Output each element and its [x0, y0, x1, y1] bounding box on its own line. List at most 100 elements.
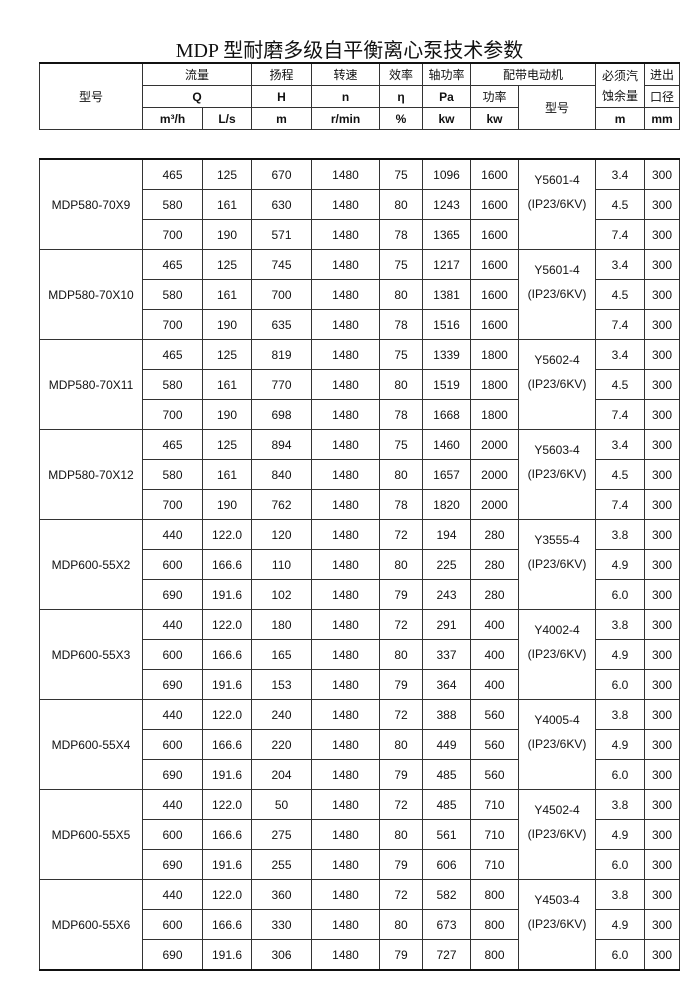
- shaft-power-cell: 1096: [422, 158, 471, 190]
- flow-ls-cell: 122.0: [202, 699, 252, 730]
- shaft-power-cell: 582: [422, 879, 471, 910]
- flow-m3h-cell: 465: [142, 158, 203, 190]
- shaft-power-cell: 561: [422, 819, 471, 850]
- npsh-cell: 6.0: [595, 579, 645, 610]
- motor-spec: (IP23/6KV): [527, 827, 587, 841]
- motor-power-cell: 280: [470, 549, 519, 580]
- head-cell: 102: [251, 579, 312, 610]
- shaft-power-cell: 1243: [422, 189, 471, 220]
- port-cell: 300: [644, 819, 680, 850]
- speed-cell: 1480: [311, 309, 380, 340]
- unit-npsh: m: [595, 107, 646, 130]
- motor-power-cell: 1600: [470, 279, 519, 310]
- header-motor: 配带电动机: [470, 62, 597, 86]
- port-cell: 300: [644, 399, 680, 430]
- npsh-cell: 4.9: [595, 819, 645, 850]
- table-row: 580 161 840 1480 80 1657 2000 4.5 300: [40, 459, 680, 490]
- speed-cell: 1480: [311, 609, 380, 640]
- port-cell: 300: [644, 669, 680, 700]
- shaft-power-cell: 485: [422, 759, 471, 790]
- motor-power-cell: 280: [470, 519, 519, 550]
- motor-model: Y5601-4: [534, 263, 580, 277]
- unit-head: m: [251, 107, 313, 130]
- head-cell: 770: [251, 369, 312, 400]
- shaft-power-cell: 485: [422, 789, 471, 820]
- flow-m3h-cell: 700: [142, 219, 203, 250]
- motor-power-cell: 710: [470, 849, 519, 880]
- table-row: MDP600-55X4 440 122.0 240 1480 72 388 560 Y4005-…: [39, 699, 680, 790]
- motor-power-cell: 560: [470, 699, 519, 730]
- npsh-cell: 4.9: [595, 909, 645, 940]
- port-cell: 300: [644, 219, 680, 250]
- flow-m3h-cell: 465: [142, 249, 203, 280]
- unit-motor-power: kw: [470, 107, 520, 130]
- flow-m3h-cell: 600: [142, 639, 203, 670]
- motor-spec: (IP23/6KV): [527, 917, 587, 931]
- motor-power-cell: 800: [470, 909, 519, 940]
- flow-ls-cell: 166.6: [202, 639, 252, 670]
- flow-ls-cell: 161: [202, 279, 252, 310]
- shaft-power-cell: 606: [422, 849, 471, 880]
- efficiency-cell: 75: [379, 249, 423, 280]
- efficiency-cell: 80: [379, 459, 423, 490]
- flow-m3h-cell: 580: [142, 369, 203, 400]
- port-cell: 300: [644, 309, 680, 340]
- motor-power-cell: 800: [470, 939, 519, 971]
- shaft-power-cell: 364: [422, 669, 471, 700]
- shaft-power-cell: 1365: [422, 219, 471, 250]
- npsh-cell: 3.4: [595, 249, 645, 280]
- header-h: H: [251, 85, 313, 108]
- table-row: 580 161 700 1480 80 1381 1600 4.5 300: [40, 279, 680, 310]
- npsh-cell: 6.0: [595, 849, 645, 880]
- port-cell: 300: [644, 279, 680, 310]
- npsh-cell: 4.5: [595, 189, 645, 220]
- speed-cell: 1480: [311, 639, 380, 670]
- motor-cell: Y4005-4 (IP23/6KV): [518, 699, 596, 790]
- speed-cell: 1480: [311, 939, 380, 971]
- speed-cell: 1480: [311, 579, 380, 610]
- npsh-cell: 7.4: [595, 219, 645, 250]
- unit-flow-ls: L/s: [201, 107, 253, 130]
- model-cell: MDP600-55X2: [39, 519, 143, 610]
- head-cell: 630: [251, 189, 312, 220]
- header-pa: Pa: [422, 85, 472, 108]
- motor-power-cell: 2000: [470, 489, 519, 520]
- table-row: 700 190 698 1480 78 1668 1800 7.4 300: [40, 399, 680, 430]
- speed-cell: 1480: [311, 789, 380, 820]
- npsh-cell: 4.9: [595, 639, 645, 670]
- head-cell: 762: [251, 489, 312, 520]
- flow-m3h-cell: 700: [142, 309, 203, 340]
- npsh-cell: 4.5: [595, 459, 645, 490]
- header-port-2: 口径: [644, 85, 681, 108]
- port-cell: 300: [644, 158, 680, 190]
- header-q: Q: [141, 85, 253, 108]
- npsh-cell: 4.5: [595, 369, 645, 400]
- flow-m3h-cell: 600: [142, 729, 203, 760]
- port-cell: 300: [644, 519, 680, 550]
- flow-ls-cell: 190: [202, 219, 252, 250]
- npsh-cell: 4.5: [595, 279, 645, 310]
- flow-m3h-cell: 690: [142, 849, 203, 880]
- head-cell: 255: [251, 849, 312, 880]
- table-row: 600 166.6 110 1480 80 225 280 4.9 300: [40, 549, 680, 580]
- efficiency-cell: 80: [379, 549, 423, 580]
- flow-m3h-cell: 690: [142, 939, 203, 971]
- efficiency-cell: 72: [379, 879, 423, 910]
- table-row: 580 161 770 1480 80 1519 1800 4.5 300: [40, 369, 680, 400]
- motor-model: Y4005-4: [534, 713, 580, 727]
- table-row: 580 161 630 1480 80 1243 1600 4.5 300: [40, 189, 680, 220]
- motor-cell: Y5603-4 (IP23/6KV): [518, 429, 596, 520]
- page-title: MDP 型耐磨多级自平衡离心泵技术参数: [175, 40, 524, 62]
- shaft-power-cell: 194: [422, 519, 471, 550]
- model-cell: MDP580-70X11: [39, 339, 143, 430]
- shaft-power-cell: 727: [422, 939, 471, 971]
- shaft-power-cell: 1460: [422, 429, 471, 460]
- flow-m3h-cell: 700: [142, 399, 203, 430]
- port-cell: 300: [644, 189, 680, 220]
- shaft-power-cell: 337: [422, 639, 471, 670]
- efficiency-cell: 72: [379, 789, 423, 820]
- port-cell: 300: [644, 879, 680, 910]
- flow-ls-cell: 125: [202, 339, 252, 370]
- port-cell: 300: [644, 939, 680, 971]
- head-cell: 50: [251, 789, 312, 820]
